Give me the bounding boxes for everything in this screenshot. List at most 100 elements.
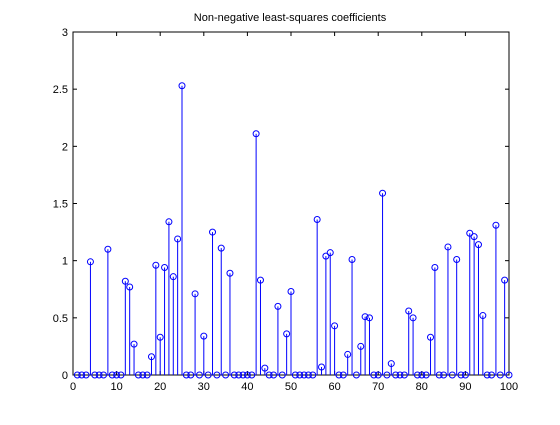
stem-marker (117, 371, 125, 379)
stem-marker (304, 371, 312, 379)
stem-marker (204, 371, 212, 379)
x-tick-label: 10 (110, 381, 122, 393)
y-tick-label: 1 (62, 256, 68, 268)
stem-marker (309, 371, 317, 379)
stem-marker (496, 371, 504, 379)
stem-marker (405, 307, 413, 315)
stem-marker (461, 371, 469, 379)
stem-marker (213, 371, 221, 379)
stem-marker (104, 245, 112, 253)
stem-marker (200, 332, 208, 340)
x-axis: 0 10 20 30 40 50 60 70 80 90 100 (70, 32, 518, 393)
stem-marker (256, 276, 264, 284)
stem-marker (108, 371, 116, 379)
stem-marker (331, 322, 339, 330)
stem-marker (152, 261, 160, 269)
stem-marker (457, 371, 465, 379)
x-tick-label: 70 (372, 381, 384, 393)
stem-marker (261, 364, 269, 372)
stem-marker (505, 371, 513, 379)
stem-marker (488, 371, 496, 379)
stem-marker (174, 235, 182, 243)
stem-marker (222, 371, 230, 379)
stem-marker (318, 363, 326, 371)
stem-marker (248, 371, 256, 379)
stem-marker (169, 273, 177, 281)
stem-marker (78, 371, 86, 379)
stem-marker (126, 283, 134, 291)
stem-marker (418, 371, 426, 379)
x-tick-label: 50 (285, 381, 297, 393)
stem-marker (474, 241, 482, 249)
stem-marker (470, 233, 478, 241)
stem-marker (113, 371, 121, 379)
x-tick-label: 40 (241, 381, 253, 393)
stem-marker (383, 371, 391, 379)
stem-marker (374, 371, 382, 379)
stem-marker (134, 371, 142, 379)
stem-series (73, 82, 513, 379)
stem-marker (230, 371, 238, 379)
x-tick-label: 20 (154, 381, 166, 393)
stem-marker (73, 371, 81, 379)
stem-marker (156, 333, 164, 341)
stem-marker (187, 371, 195, 379)
y-tick-label: 0.5 (53, 313, 68, 325)
stem-marker (361, 313, 369, 321)
stem-marker (283, 330, 291, 338)
stem-marker (226, 269, 234, 277)
stem-marker (444, 243, 452, 251)
stem-marker (365, 314, 373, 322)
stem-marker (379, 189, 387, 197)
stem-marker (165, 218, 173, 226)
stem-marker (235, 371, 243, 379)
stem-marker (130, 340, 138, 348)
stem-marker (435, 371, 443, 379)
stem-marker (344, 350, 352, 358)
stem-marker (278, 371, 286, 379)
stem-marker (182, 371, 190, 379)
stem-marker (121, 277, 129, 285)
stem-marker (352, 371, 360, 379)
stem-marker (191, 290, 199, 298)
stem-marker (413, 371, 421, 379)
x-tick-label: 60 (328, 381, 340, 393)
stem-marker (357, 342, 365, 350)
stem-marker (335, 371, 343, 379)
y-axis: 0 0.5 1 1.5 2 2.5 3 (53, 27, 509, 382)
y-tick-label: 2 (62, 141, 68, 153)
stem-marker (453, 256, 461, 264)
x-tick-label: 90 (459, 381, 471, 393)
stem-marker (147, 353, 155, 361)
stem-marker (287, 288, 295, 296)
stem-marker (427, 333, 435, 341)
stem-marker (274, 302, 282, 310)
stem-marker (217, 244, 225, 252)
stem-marker (195, 371, 203, 379)
stem-marker (501, 276, 509, 284)
y-tick-label: 1.5 (53, 199, 68, 211)
stem-marker (252, 130, 260, 138)
y-tick-label: 0 (62, 370, 68, 382)
stem-marker (422, 371, 430, 379)
x-tick-label: 30 (198, 381, 210, 393)
stem-marker (265, 371, 273, 379)
stem-marker (209, 228, 217, 236)
stem-marker (300, 371, 308, 379)
y-tick-label: 3 (62, 27, 68, 39)
stem-marker (95, 371, 103, 379)
stem-marker (339, 371, 347, 379)
stem-marker (243, 371, 251, 379)
y-tick-label: 2.5 (53, 84, 68, 96)
stem-marker (466, 229, 474, 237)
stem-marker (100, 371, 108, 379)
stem-marker (448, 371, 456, 379)
stem-marker (296, 371, 304, 379)
stem-marker (326, 249, 334, 257)
stem-marker (400, 371, 408, 379)
x-tick-label: 80 (416, 381, 428, 393)
stem-marker (479, 312, 487, 320)
stem-marker (239, 371, 247, 379)
stem-marker (91, 371, 99, 379)
stem-marker (440, 371, 448, 379)
